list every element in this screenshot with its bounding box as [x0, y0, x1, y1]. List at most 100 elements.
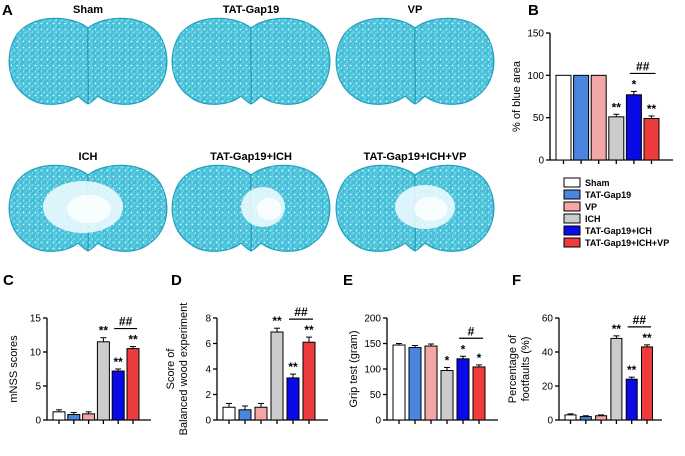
bar-tat-gap19-ich-vp — [126, 348, 140, 421]
bar-tat-gap19-ich-vp — [641, 346, 653, 421]
bracket-label: # — [468, 324, 475, 338]
legend-swatch-sham — [563, 177, 581, 188]
panel-label-c: C — [3, 272, 14, 289]
bar-tat-gap19 — [238, 409, 252, 421]
significance-star: ** — [647, 102, 657, 116]
bar-tat-gap19-ich — [111, 370, 125, 421]
y-tick-label: 0 — [538, 156, 544, 167]
y-tick-label: 150 — [364, 339, 381, 350]
brain-section-vp: VP — [335, 4, 495, 105]
y-axis-title-line: Grip test (gram) — [348, 330, 360, 407]
significance-star: ** — [642, 331, 652, 345]
chart-d: 0 2 4 6 8 Score ofBalanced wood experiment ** *… — [165, 303, 328, 436]
y-tick-label: 100 — [527, 71, 544, 82]
y-axis-title: Score ofBalanced wood experiment — [165, 303, 190, 436]
y-axis-title: Grip test (gram) — [348, 330, 360, 407]
bar-tat-gap19-ich-vp — [302, 341, 316, 421]
bar-ich — [96, 341, 110, 421]
y-tick-label: 6 — [205, 339, 211, 350]
significance-star: ** — [114, 355, 124, 369]
significance-star: ** — [304, 323, 314, 337]
bar-vp — [424, 345, 438, 421]
y-tick-label: 50 — [370, 390, 382, 401]
bar-ich — [440, 370, 454, 421]
bracket-label: ## — [294, 305, 308, 319]
y-tick-label: 5 — [35, 382, 41, 393]
panel-label-e: E — [343, 272, 353, 289]
y-tick-label: 20 — [542, 382, 554, 393]
brain-label-sham: Sham — [73, 4, 103, 16]
brain-label-ich: ICH — [79, 151, 98, 163]
bracket-label: ## — [633, 313, 647, 327]
bar-tat-gap19-ich — [625, 378, 638, 421]
bar-sham — [52, 411, 66, 421]
bar-vp — [82, 413, 96, 421]
panel-label-d: D — [171, 272, 182, 289]
y-tick-label: 15 — [30, 314, 42, 325]
chart-c: 0 5 10 15 mNSS scores ** ** ** ## — [8, 314, 151, 427]
panel-label-f: F — [512, 272, 521, 289]
bar-ich — [270, 331, 284, 421]
bar-vp — [254, 406, 268, 421]
bracket-label: ## — [119, 315, 133, 329]
significance-star: * — [477, 351, 482, 365]
brain-midline — [414, 27, 416, 105]
chart-f: 0 20 40 60 Percentage offootfaults (%) ** ** **… — [507, 313, 662, 427]
brain-label-tat-gap19-ich: TAT-Gap19+ICH — [210, 151, 292, 163]
bar-ich — [610, 337, 623, 421]
brain-section-tat-gap19-ich-vp: TAT-Gap19+ICH+VP — [335, 151, 495, 252]
legend-label-sham: Sham — [585, 178, 610, 188]
y-tick-label: 50 — [533, 113, 545, 124]
legend-swatch-ich — [563, 213, 581, 224]
panel-label-a: A — [2, 2, 13, 19]
legend-label-tat-gap19: TAT-Gap19 — [585, 190, 631, 200]
brain-label-tat-gap19: TAT-Gap19 — [223, 4, 279, 16]
bar-sham — [222, 406, 236, 421]
y-axis-title: mNSS scores — [8, 335, 20, 403]
bracket-label: ## — [636, 59, 650, 73]
y-tick-label: 8 — [205, 314, 211, 325]
y-axis-title: % of blue area — [511, 60, 523, 132]
y-axis-title-line: Percentage of — [507, 334, 519, 403]
brain-section-ich: ICH — [8, 151, 168, 252]
brain-label-tat-gap19-ich-vp: TAT-Gap19+ICH+VP — [364, 151, 467, 163]
lesion-core — [414, 196, 448, 222]
brain-midline — [87, 27, 89, 105]
y-axis-title-line: Score of — [165, 348, 177, 390]
significance-star: ** — [128, 333, 138, 347]
bar-tat-gap19-ich-vp — [643, 118, 660, 161]
legend-swatch-vp — [563, 201, 581, 212]
bar-tat-gap19 — [408, 347, 422, 421]
y-tick-label: 150 — [527, 29, 544, 40]
brain-section-tat-gap19: TAT-Gap19 — [171, 4, 331, 105]
y-axis-title: Percentage offootfaults (%) — [507, 334, 532, 403]
y-tick-label: 100 — [364, 365, 381, 376]
panel-label-b: B — [528, 2, 539, 19]
brain-images-panel: Sham TAT-Gap19 VP ICH TAT-Gap19+ICH TAT-Gap19… — [8, 4, 495, 252]
bar-tat-gap19-ich — [625, 94, 642, 161]
legend-swatch-tat-gap19-ich-vp — [563, 237, 581, 248]
y-tick-label: 60 — [542, 314, 554, 325]
legend-swatch-tat-gap19-ich — [563, 225, 581, 236]
y-tick-label: 0 — [547, 416, 553, 427]
significance-star: ** — [627, 363, 637, 377]
legend-swatch-tat-gap19 — [563, 189, 581, 200]
bar-sham — [564, 414, 577, 421]
y-tick-label: 0 — [35, 416, 41, 427]
bar-vp — [595, 415, 608, 421]
y-tick-label: 40 — [542, 348, 554, 359]
significance-star: ** — [612, 100, 622, 114]
brain-midline — [250, 27, 252, 105]
bar-tat-gap19-ich — [286, 377, 300, 421]
legend-label-ich: ICH — [585, 214, 601, 224]
significance-star: ** — [288, 360, 298, 374]
bar-tat-gap19-ich — [456, 358, 470, 421]
legend-label-vp: VP — [585, 202, 597, 212]
bar-ich — [608, 116, 625, 161]
brain-label-vp: VP — [408, 4, 423, 16]
lesion-core — [256, 198, 282, 220]
y-tick-label: 10 — [30, 348, 42, 359]
